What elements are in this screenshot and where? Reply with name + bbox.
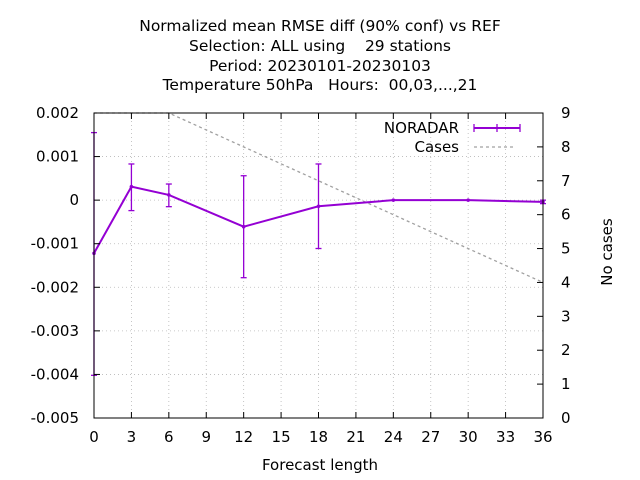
noradar-point [167,193,171,197]
y2-tick-label: 1 [561,375,571,393]
noradar-point [466,198,470,202]
y-tick-label: -0.003 [31,322,79,340]
y2-tick-label: 2 [561,341,571,359]
y2-tick-label: 5 [561,240,571,258]
legend-label-cases: Cases [414,138,459,156]
noradar-point [316,204,321,209]
y2-tick-label: 8 [561,138,571,156]
legend: NORADAR Cases [384,119,521,156]
y2-tick-label: 9 [561,104,571,122]
legend-label-noradar: NORADAR [384,119,459,137]
title-line-3: Period: 20230101-20230103 [209,57,431,75]
x-tick-label: 21 [346,428,365,446]
y2-axis-ticks: 9 8 7 6 5 4 3 2 1 0 [537,104,571,427]
y-axis-ticks: 0.002 0.001 0 -0.001 -0.002 -0.003 -0.004 -0.00… [31,104,100,427]
noradar-point [241,224,246,229]
y-tick-label: 0.001 [36,148,79,166]
noradar-point [391,198,396,202]
title-line-2: Selection: ALL using 29 stations [188,37,452,55]
x-tick-label: 12 [234,428,253,446]
x-tick-label: 6 [164,428,174,446]
y-tick-label: -0.004 [31,365,79,383]
x-tick-label: 33 [496,428,515,446]
y2-axis-label: No cases [598,218,616,286]
noradar-line [93,185,544,254]
x-tick-label: 9 [201,428,211,446]
y2-tick-label: 0 [561,409,571,427]
legend-sample-noradar [473,124,521,132]
y-tick-label: 0.002 [36,104,79,122]
y-tick-label: -0.005 [31,409,79,427]
y2-tick-label: 6 [561,206,571,224]
x-tick-label: 30 [459,428,478,446]
y-tick-label: -0.002 [31,278,79,296]
y-tick-label: 0 [69,191,79,209]
y2-tick-label: 4 [561,273,571,291]
title-line-1: Normalized mean RMSE diff (90% conf) vs … [139,17,501,35]
x-tick-label: 27 [421,428,440,446]
title-line-4: Temperature 50hPa Hours: 00,03,...,21 [162,76,478,94]
x-tick-label: 18 [309,428,328,446]
x-tick-label: 0 [89,428,99,446]
noradar-point [129,184,134,189]
y2-tick-label: 7 [561,172,571,190]
y2-tick-label: 3 [561,307,571,325]
y-tick-label: -0.001 [31,235,79,253]
x-tick-label: 24 [384,428,403,446]
x-tick-label: 15 [272,428,291,446]
x-tick-label: 36 [533,428,552,446]
grid-lines [94,113,543,418]
x-tick-label: 3 [127,428,137,446]
x-axis-ticks: 0 3 6 9 12 15 18 21 24 27 30 33 36 [89,113,553,446]
x-axis-label: Forecast length [261,456,379,474]
noradar-series [92,184,545,256]
